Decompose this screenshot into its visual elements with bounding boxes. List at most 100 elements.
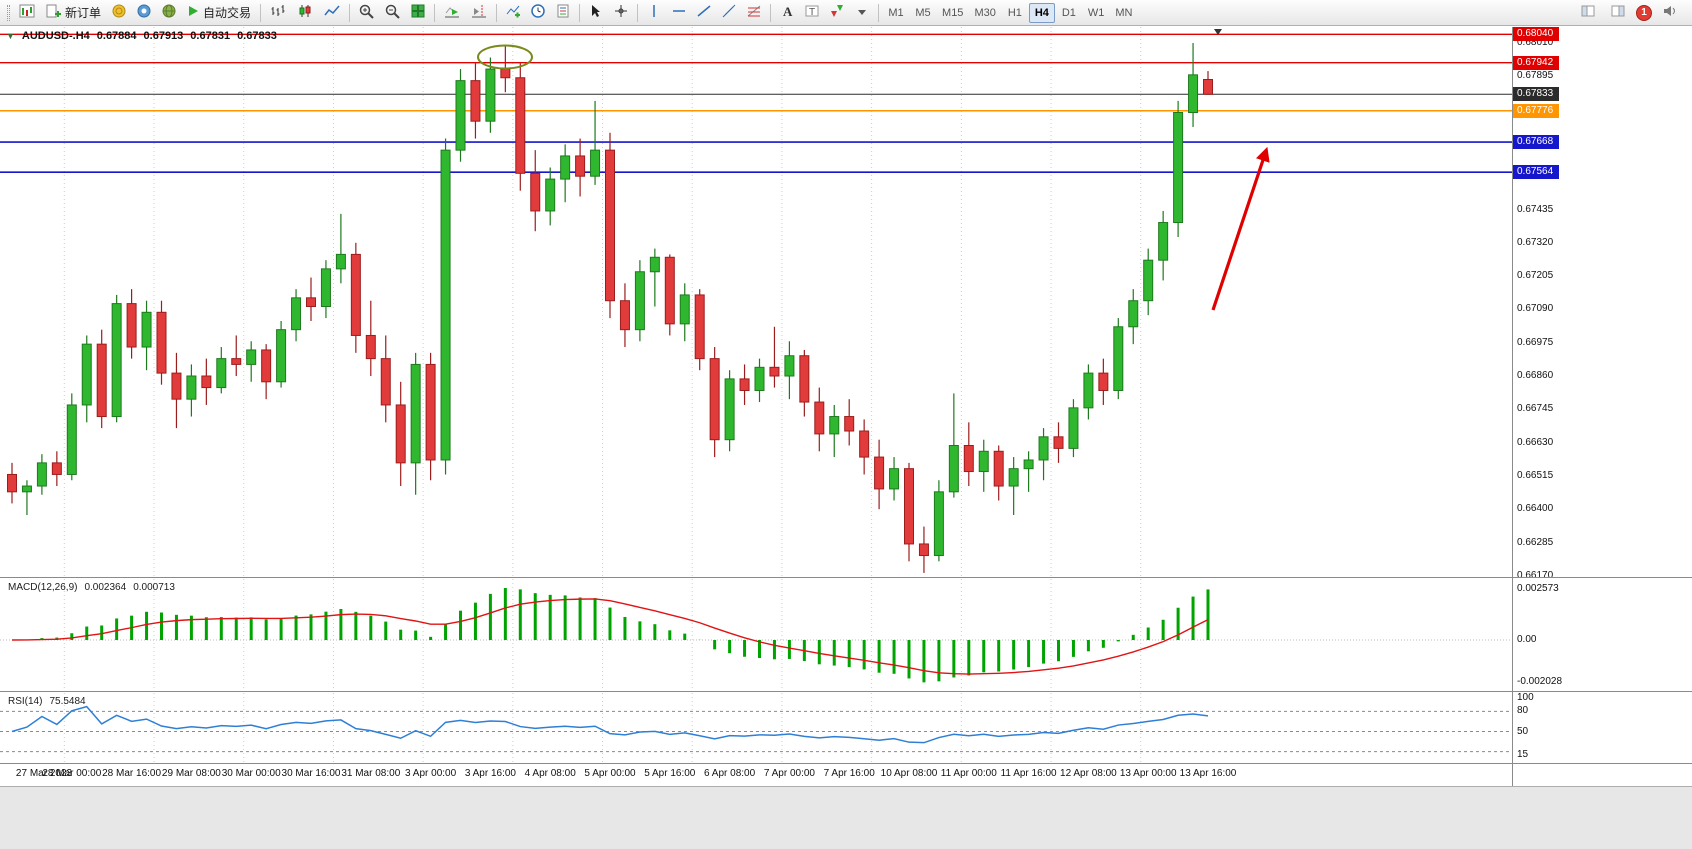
price-axis-label: 0.66515 [1517, 469, 1554, 481]
timeframe-m15-button[interactable]: M15 [942, 6, 964, 19]
candlestick-chart-button[interactable] [292, 2, 318, 24]
macd-signal-line [11, 598, 1209, 675]
chart-shift-button[interactable] [466, 2, 492, 24]
auto-scroll-button[interactable] [439, 2, 465, 24]
timeframe-h1-button[interactable]: H1 [1007, 6, 1022, 19]
text-label-button[interactable]: T [800, 2, 824, 24]
time-axis-label: 13 Apr 16:00 [1179, 768, 1237, 779]
last-bar-marker [1214, 29, 1222, 35]
time-axis-label: 13 Apr 00:00 [1119, 768, 1177, 779]
price-axis-label: 0.67435 [1517, 203, 1554, 215]
toolbar-separator [579, 3, 581, 22]
macd-main-value: 0.002364 [84, 582, 127, 593]
toolbar-separator [496, 3, 498, 22]
price-axis-label: 0.67090 [1517, 303, 1554, 315]
indicators-button[interactable] [501, 2, 525, 24]
text-icon: A [781, 4, 793, 21]
speaker-icon [1663, 5, 1677, 20]
tile-windows-button[interactable] [406, 2, 430, 24]
timeframe-m1-button[interactable]: M1 [888, 6, 904, 19]
time-axis[interactable]: 27 Mar 2023 28 Mar 00:00 28 Mar 16:00 29 Ma… [0, 764, 1512, 786]
quote-open: 0.67884 [96, 30, 137, 42]
time-axis-label: 10 Apr 08:00 [880, 768, 938, 779]
time-axis-label: 7 Apr 16:00 [823, 768, 875, 779]
zoom-out-icon [385, 4, 400, 22]
main-price-chart[interactable] [0, 27, 1512, 577]
macd-label: MACD(12,26,9) 0.002364 0.000713 [8, 582, 175, 593]
time-axis-label: 11 Apr 00:00 [940, 768, 997, 779]
price-axis-label: 0.66630 [1517, 436, 1554, 448]
notification-badge[interactable]: 1 [1636, 4, 1652, 21]
auto-scroll-icon [444, 4, 460, 21]
crosshair-button[interactable] [609, 2, 633, 24]
zoom-out-button[interactable] [380, 2, 405, 24]
timeframe-w1-button[interactable]: W1 [1087, 6, 1105, 19]
timeframe-d1-button[interactable]: D1 [1061, 6, 1076, 19]
line-chart-icon [324, 4, 340, 21]
dock-left-button[interactable] [1576, 2, 1600, 24]
fibonacci-button[interactable] [742, 2, 766, 24]
price-axis-label: 0.68010 [1517, 37, 1554, 48]
timeframe-h4-button[interactable]: H4 [1028, 2, 1055, 23]
templates-button[interactable] [551, 2, 575, 24]
macd-signal-value: 0.000713 [133, 582, 175, 593]
main-toolbar: 新订单 自动交易 [0, 0, 1692, 26]
time-axis-label: 27 Mar 2023 [15, 768, 73, 779]
toolbar-separator [349, 3, 351, 22]
autotrading-button[interactable]: 自动交易 [182, 2, 256, 24]
price-axis[interactable]: 0.680100.678950.675500.674350.673200.672… [1513, 27, 1692, 786]
time-axis-label: 3 Apr 00:00 [405, 768, 457, 779]
horizontal-line-button[interactable] [667, 2, 691, 24]
time-axis-label: 11 Apr 16:00 [1000, 768, 1057, 779]
support-button[interactable] [132, 2, 156, 24]
price-axis-label: 0.67895 [1517, 70, 1554, 82]
fibonacci-icon [747, 4, 761, 21]
timeframe-m30-button[interactable]: M30 [974, 6, 996, 19]
time-axis-label: 30 Mar 16:00 [281, 768, 341, 779]
indicators-plus-icon [506, 4, 521, 21]
toolbar-separator [878, 3, 880, 22]
new-order-button[interactable]: 新订单 [41, 2, 106, 24]
time-axis-label: 5 Apr 00:00 [584, 768, 636, 779]
timeframe-mn-button[interactable]: MN [1115, 6, 1133, 19]
cursor-button[interactable] [584, 2, 608, 24]
toolbar-drag-handle[interactable] [7, 4, 10, 21]
new-chart-button[interactable] [14, 2, 40, 24]
price-axis-label: 0.67205 [1517, 270, 1554, 282]
rsi-panel-splitter[interactable] [0, 691, 1692, 692]
rsi-indicator-panel[interactable] [0, 693, 1512, 763]
price-line-badge: 0.67564 [1513, 165, 1559, 180]
sound-button[interactable] [1658, 2, 1682, 24]
line-chart-button[interactable] [319, 2, 345, 24]
dock-right-button[interactable] [1606, 2, 1630, 24]
text-button[interactable]: A [775, 2, 799, 24]
time-axis-label: 4 Apr 08:00 [524, 768, 576, 779]
time-axis-label: 3 Apr 16:00 [464, 768, 516, 779]
channel-button[interactable] [717, 2, 741, 24]
quote-readout: ▼ AUDUSD-.H4 0.67884 0.67913 0.67831 0.6… [6, 30, 277, 42]
time-axis-label: 29 Mar 08:00 [161, 768, 221, 779]
clock-icon [531, 4, 545, 21]
macd-indicator-panel[interactable] [0, 579, 1512, 691]
more-tools-button[interactable] [850, 2, 874, 24]
macd-panel-splitter[interactable] [0, 577, 1692, 578]
one-click-trading-toggle-icon[interactable]: ▼ [6, 31, 15, 41]
timeframe-m5-button[interactable]: M5 [915, 6, 931, 19]
trendline-button[interactable] [692, 2, 716, 24]
periods-button[interactable] [526, 2, 550, 24]
coin-icon [112, 4, 126, 21]
deposit-button[interactable] [107, 2, 131, 24]
arrows-button[interactable] [825, 2, 849, 24]
community-button[interactable] [157, 2, 181, 24]
price-line-badge: 0.67776 [1513, 103, 1559, 118]
toolbar-separator [770, 3, 772, 22]
rsi-axis-label: 100 [1517, 692, 1534, 703]
bar-chart-button[interactable] [265, 2, 291, 24]
horizontal-line-icon [672, 4, 686, 21]
rsi-label: RSI(14) 75.5484 [8, 696, 86, 707]
price-line-badge: 0.67833 [1513, 87, 1559, 102]
toolbar-separator [434, 3, 436, 22]
vertical-line-button[interactable] [642, 2, 666, 24]
zoom-in-button[interactable] [354, 2, 379, 24]
bar-chart-icon [270, 4, 286, 21]
